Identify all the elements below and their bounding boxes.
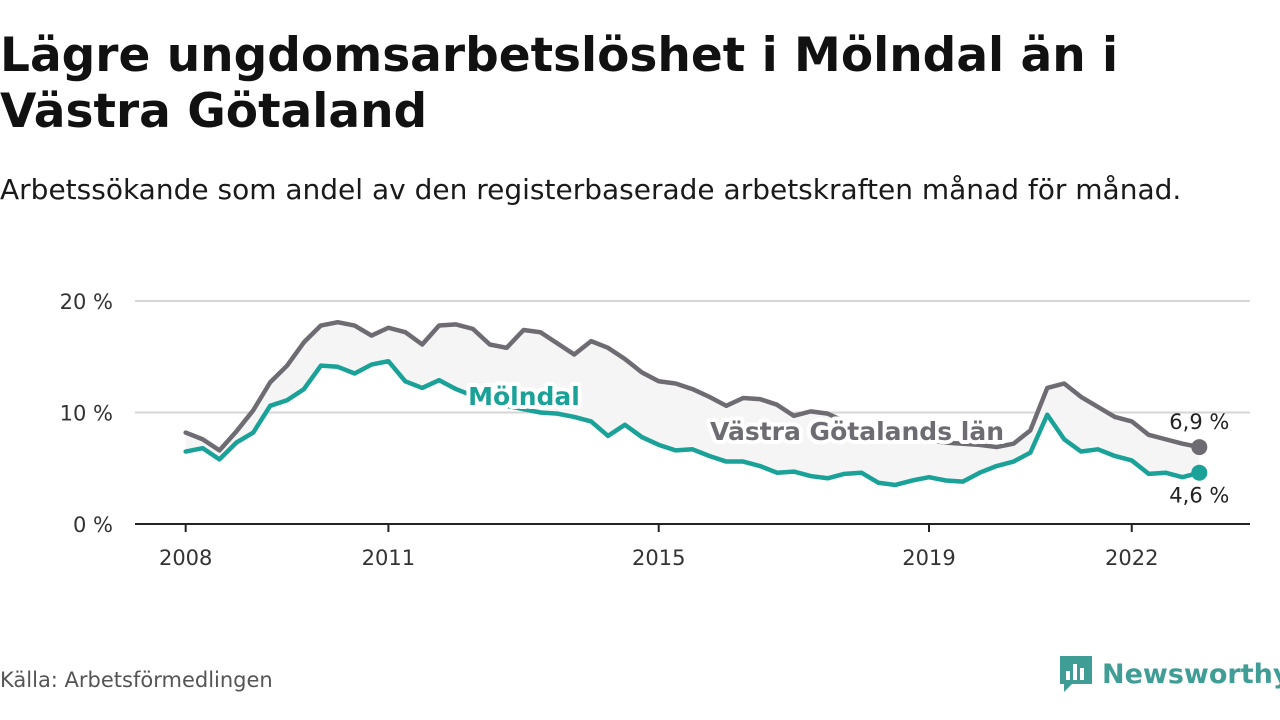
series-line-vastra-gotaland [183, 319, 1202, 453]
label-halo: Mölndal [468, 382, 580, 411]
difference-band [185, 322, 1200, 485]
x-axis: 2008 2011 2015 2019 2022 [135, 523, 1250, 570]
label-halo: Västra Götalands län [710, 417, 1004, 446]
y-tick-label: 20 % [60, 290, 113, 314]
end-value-label-molndal: 4,6 % [1169, 484, 1229, 508]
end-point-molndal [1191, 464, 1208, 481]
bar-chart-icon [1060, 656, 1092, 692]
x-tick-label: 2015 [632, 546, 685, 570]
source-note: Källa: Arbetsförmedlingen [0, 668, 273, 692]
y-tick-label: 10 % [60, 402, 113, 426]
series-lines [183, 319, 1208, 488]
chart-title: Lägre ungdomsarbetslöshet i Mölndal än i… [0, 28, 1119, 139]
x-tick-label: 2008 [159, 546, 212, 570]
series-label-molndal: Mölndal [468, 382, 580, 411]
series-line-molndal [183, 358, 1202, 488]
y-tick-label: 0 % [73, 513, 113, 537]
brand-name: Newsworthy [1102, 658, 1280, 690]
newsworthy-logo[interactable]: Newsworthy [1058, 652, 1280, 696]
series-label-vastra-gotaland: Västra Götalands län [710, 417, 1004, 446]
end-point-vastra-gotaland [1191, 439, 1208, 456]
x-tick-label: 2019 [902, 546, 955, 570]
x-tick-label: 2022 [1105, 546, 1158, 570]
chart-subtitle: Arbetssökande som andel av den registerb… [0, 173, 1182, 206]
end-value-label-vastra-gotaland: 6,9 % [1169, 410, 1229, 434]
x-tick-label: 2011 [362, 546, 415, 570]
